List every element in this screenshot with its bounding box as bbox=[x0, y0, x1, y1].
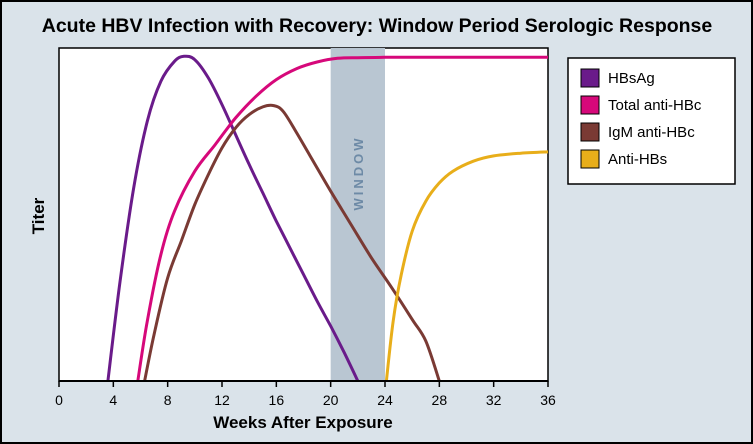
series-line-total-anti-hbc bbox=[136, 55, 548, 382]
x-axis-ticks: 0 4 8 12 16 20 24 28 32 36 bbox=[55, 381, 556, 408]
plot-background bbox=[58, 47, 549, 382]
window-label: WINDOW bbox=[351, 135, 366, 210]
legend-label: IgM anti-HBc bbox=[608, 124, 695, 141]
x-axis-label: Weeks After Exposure bbox=[213, 413, 393, 432]
series-lines bbox=[106, 54, 549, 382]
chart-title: Acute HBV Infection with Recovery: Windo… bbox=[42, 15, 713, 37]
x-tick-label: 12 bbox=[214, 392, 230, 408]
x-tick-label: 24 bbox=[377, 392, 393, 408]
x-tick-label: 36 bbox=[540, 392, 556, 408]
legend-label: Total anti-HBc bbox=[608, 97, 702, 114]
x-tick-label: 8 bbox=[164, 392, 172, 408]
series-line-hbsag bbox=[106, 54, 360, 382]
legend-swatch bbox=[580, 149, 600, 169]
y-axis-label: Titer bbox=[29, 197, 48, 234]
x-tick-label: 32 bbox=[486, 392, 502, 408]
window-band bbox=[330, 48, 385, 381]
legend: HBsAg Total anti-HBc IgM anti-HBc Anti-HBs bbox=[567, 57, 736, 185]
series-line-igm-anti-hbc bbox=[143, 103, 441, 382]
x-tick-label: 28 bbox=[432, 392, 448, 408]
x-tick-label: 20 bbox=[323, 392, 339, 408]
legend-label: Anti-HBs bbox=[608, 151, 667, 168]
legend-swatch bbox=[580, 122, 600, 142]
legend-swatch bbox=[580, 68, 600, 88]
x-tick-label: 4 bbox=[109, 392, 117, 408]
legend-swatch bbox=[580, 95, 600, 115]
series-line-anti-hbs bbox=[384, 150, 549, 382]
x-tick-label: 16 bbox=[269, 392, 285, 408]
x-tick-label: 0 bbox=[55, 392, 63, 408]
legend-label: HBsAg bbox=[608, 70, 655, 87]
legend-items: HBsAg Total anti-HBc IgM anti-HBc Anti-HBs bbox=[580, 68, 702, 169]
plot-area: WINDOW 0 4 8 12 16 20 24 28 32 36 bbox=[55, 47, 556, 408]
